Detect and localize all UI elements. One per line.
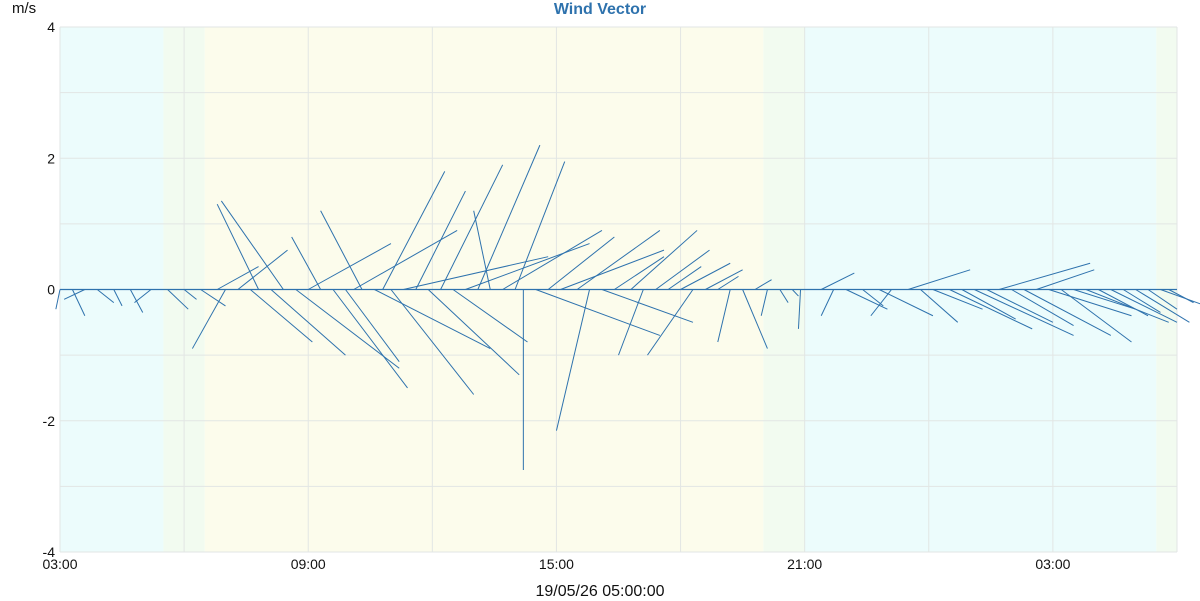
wind-vector	[249, 289, 313, 343]
wind-vector	[353, 230, 458, 290]
wind-vector	[291, 236, 322, 290]
wind-vector	[1147, 289, 1178, 310]
wind-vector	[974, 289, 1074, 336]
wind-vector	[742, 289, 768, 349]
axis-labels: 420-2-403:00 09:00 15:00 21:00 03:00	[42, 19, 1070, 572]
wind-vector	[535, 289, 661, 336]
wind-vector	[374, 289, 491, 350]
wind-vector	[820, 272, 855, 290]
wind-vector	[998, 262, 1091, 290]
wind-vectors	[55, 144, 1200, 470]
y-tick-label: -2	[43, 413, 56, 429]
wind-vector	[560, 249, 665, 290]
wind-vector	[862, 289, 884, 307]
wind-vector	[167, 289, 189, 310]
wind-vector	[1085, 289, 1169, 323]
x-tick-label: 03:00	[42, 556, 77, 572]
y-tick-label: 0	[47, 282, 55, 298]
wind-vector	[845, 289, 888, 310]
wind-vector	[403, 256, 549, 290]
wind-vector	[183, 289, 197, 300]
chart-title: Wind Vector	[553, 1, 647, 18]
wind-vector	[920, 289, 959, 323]
wind-vector	[1060, 289, 1132, 343]
wind-vector	[382, 171, 446, 290]
wind-vector	[754, 279, 772, 290]
wind-vector	[949, 289, 1033, 330]
wind-vector	[216, 203, 260, 290]
wind-vector	[200, 289, 226, 307]
wind-vector	[647, 289, 694, 356]
wind-vector	[440, 164, 504, 290]
wind-vector	[63, 289, 86, 300]
wind-vector	[870, 289, 892, 317]
wind-vector	[295, 289, 400, 369]
wind-vector	[1110, 289, 1178, 323]
wind-vector	[779, 289, 789, 303]
wind-vector	[514, 161, 566, 290]
x-tick-label: 15:00	[539, 556, 574, 572]
wind-vector	[415, 190, 466, 290]
wind-vector	[601, 289, 694, 323]
y-tick-label: 4	[47, 19, 55, 35]
wind-vector	[705, 269, 743, 290]
wind-vector	[667, 266, 702, 290]
wind-vector	[96, 289, 115, 304]
wind-vector	[270, 289, 346, 356]
wind-vector	[320, 210, 363, 290]
wind-vector	[547, 236, 615, 290]
wind-vector	[797, 289, 802, 329]
wind-vector	[220, 200, 284, 290]
wind-vector	[1098, 289, 1149, 317]
wind-vector	[717, 275, 739, 290]
wind-vector	[986, 289, 1054, 323]
wind-vector	[655, 249, 710, 290]
wind-vector	[961, 289, 1016, 320]
y-tick-label: -4	[43, 544, 56, 560]
wind-vector	[1048, 289, 1132, 317]
y-axis-unit-label: m/s	[12, 0, 37, 17]
wind-vector	[216, 266, 259, 290]
x-axis-caption: 19/05/26 05:00:00	[535, 583, 665, 600]
x-tick-label: 03:00	[1035, 556, 1070, 572]
wind-vector	[55, 289, 61, 310]
wind-vector	[237, 249, 288, 290]
wind-vector	[332, 289, 408, 389]
wind-vector	[1122, 289, 1161, 313]
wind-vector	[820, 289, 835, 316]
wind-vector	[477, 144, 541, 290]
wind-vector	[113, 289, 123, 307]
x-tick-label: 21:00	[787, 556, 822, 572]
wind-vector	[618, 289, 644, 356]
wind-vector	[717, 289, 731, 343]
wind-vector	[345, 289, 400, 362]
wind-vector	[555, 289, 591, 431]
wind-vector	[427, 289, 520, 376]
wind-vector	[576, 230, 661, 290]
x-tick-label: 09:00	[291, 556, 326, 572]
wind-vector	[191, 289, 226, 349]
wind-vector	[390, 289, 475, 395]
wind-vector	[465, 243, 590, 290]
y-tick-label: 2	[47, 150, 55, 166]
wind-vector	[1011, 289, 1074, 327]
wind-vector	[1073, 289, 1136, 310]
wind-vector	[473, 210, 491, 290]
wind-vector	[791, 289, 799, 297]
wind-vector	[907, 269, 971, 290]
wind-vector	[630, 230, 698, 290]
wind-vector	[760, 289, 768, 316]
wind-vector	[680, 262, 731, 290]
wind-vector	[1135, 289, 1190, 323]
wind-vector	[1023, 289, 1112, 336]
wind-vector	[932, 289, 983, 310]
wind-vector	[452, 289, 528, 343]
wind-vector	[1036, 269, 1095, 290]
wind-vector	[1168, 289, 1194, 304]
wind-vector	[134, 289, 152, 304]
wind-vector	[614, 256, 665, 290]
